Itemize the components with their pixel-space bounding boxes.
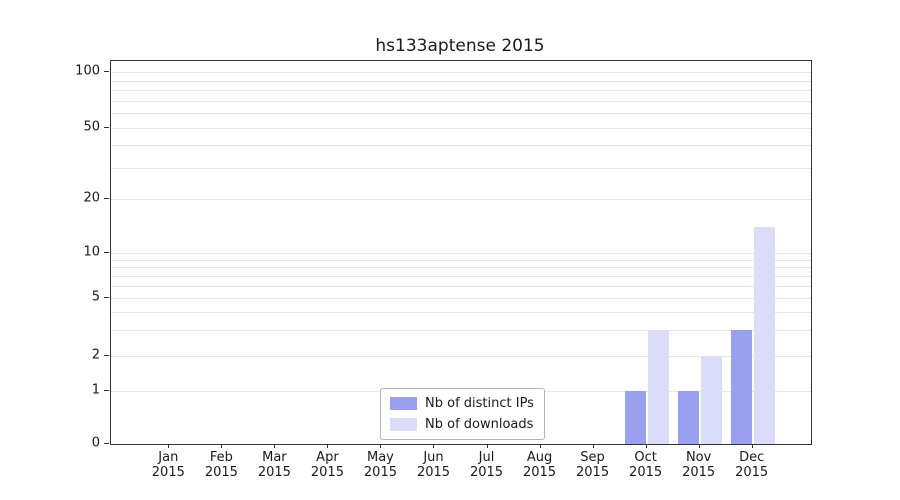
year-label: 2015 xyxy=(576,465,610,480)
x-tick-mark xyxy=(168,444,170,448)
gridline xyxy=(111,72,811,73)
x-tick-label-nov: Nov 2015 xyxy=(669,450,729,480)
legend-swatch xyxy=(390,397,417,410)
legend-label: Nb of downloads xyxy=(425,417,534,432)
gridline xyxy=(111,113,811,115)
y-tick-label: 0 xyxy=(91,435,100,451)
gridline xyxy=(111,298,811,299)
year-label: 2015 xyxy=(629,465,663,480)
bar-downloads-oct xyxy=(647,330,669,444)
month-label: Nov xyxy=(685,450,712,465)
gridline xyxy=(111,167,811,169)
gridline xyxy=(111,330,811,332)
y-tick-label: 10 xyxy=(83,244,100,260)
x-tick-label-sep: Sep 2015 xyxy=(563,450,623,480)
plot-area xyxy=(110,60,812,445)
year-label: 2015 xyxy=(151,465,185,480)
month-label: Aug xyxy=(526,450,553,465)
month-label: Jun xyxy=(423,450,444,465)
x-tick-mark xyxy=(592,444,594,448)
month-label: Sep xyxy=(580,450,605,465)
month-label: Feb xyxy=(209,450,233,465)
year-label: 2015 xyxy=(416,465,451,480)
gridline xyxy=(111,276,811,278)
y-tick-label: 100 xyxy=(75,63,100,79)
gridline xyxy=(111,253,811,254)
gridline xyxy=(111,80,811,82)
month-label: Apr xyxy=(316,450,339,465)
gridline xyxy=(111,128,811,129)
y-tick-mark xyxy=(104,198,109,199)
gridline xyxy=(111,90,811,92)
y-tick-mark xyxy=(104,355,109,356)
month-label: Mar xyxy=(262,450,287,465)
gridline xyxy=(111,145,811,147)
y-tick-mark xyxy=(104,71,109,72)
x-tick-label-dec: Dec 2015 xyxy=(722,450,782,480)
month-label: Dec xyxy=(739,450,765,465)
x-tick-mark xyxy=(327,444,329,448)
x-tick-mark xyxy=(698,444,700,448)
gridline xyxy=(111,199,811,200)
x-tick-label-jul: Jul 2015 xyxy=(457,450,517,480)
bar-downloads-nov xyxy=(700,356,722,444)
year-label: 2015 xyxy=(363,465,397,480)
year-label: 2015 xyxy=(522,465,557,480)
legend: Nb of distinct IPs Nb of downloads xyxy=(380,388,545,440)
year-label: 2015 xyxy=(735,465,769,480)
x-tick-mark xyxy=(380,444,382,448)
x-tick-mark xyxy=(221,444,223,448)
y-tick-label: 20 xyxy=(83,190,100,206)
bar-downloads-dec xyxy=(753,226,775,444)
x-tick-label-mar: Mar 2015 xyxy=(244,450,304,480)
legend-label: Nb of distinct IPs xyxy=(425,396,534,411)
month-label: Jan xyxy=(158,450,179,465)
gridline xyxy=(111,259,811,261)
month-label: Jul xyxy=(478,450,495,465)
x-tick-label-oct: Oct 2015 xyxy=(616,450,676,480)
y-tick-label: 5 xyxy=(91,289,100,305)
gridline xyxy=(111,286,811,288)
bar-distinct-ips-nov xyxy=(677,391,699,444)
x-tick-mark xyxy=(645,444,647,448)
month-label: May xyxy=(367,450,394,465)
year-label: 2015 xyxy=(257,465,291,480)
x-tick-label-may: May 2015 xyxy=(350,450,410,480)
x-tick-label-feb: Feb 2015 xyxy=(191,450,251,480)
y-tick-mark xyxy=(104,127,109,128)
y-tick-mark xyxy=(104,252,109,253)
year-label: 2015 xyxy=(204,465,238,480)
bar-distinct-ips-dec xyxy=(730,330,752,444)
y-tick-label: 2 xyxy=(91,347,100,363)
gridline xyxy=(111,312,811,314)
x-tick-label-jan: Jan 2015 xyxy=(138,450,198,480)
x-tick-label-jun: Jun 2015 xyxy=(403,450,463,480)
y-tick-mark xyxy=(104,443,109,444)
y-tick-label: 50 xyxy=(83,119,100,135)
x-tick-mark xyxy=(751,444,753,448)
year-label: 2015 xyxy=(310,465,344,480)
year-label: 2015 xyxy=(682,465,716,480)
legend-swatch xyxy=(390,418,417,431)
x-tick-label-apr: Apr 2015 xyxy=(297,450,357,480)
legend-item-downloads: Nb of downloads xyxy=(390,417,534,432)
year-label: 2015 xyxy=(469,465,504,480)
y-tick-label: 1 xyxy=(91,382,100,398)
bar-distinct-ips-oct xyxy=(624,391,646,444)
x-tick-mark xyxy=(486,444,488,448)
month-label: Oct xyxy=(634,450,657,465)
gridline xyxy=(111,356,811,357)
y-tick-mark xyxy=(104,390,109,391)
x-tick-mark xyxy=(539,444,541,448)
x-tick-mark xyxy=(433,444,435,448)
y-tick-mark xyxy=(104,297,109,298)
x-tick-mark xyxy=(274,444,276,448)
x-tick-label-aug: Aug 2015 xyxy=(510,450,570,480)
gridline xyxy=(111,267,811,269)
gridline xyxy=(111,100,811,102)
legend-item-distinct-ips: Nb of distinct IPs xyxy=(390,396,534,411)
chart-title: hs133aptense 2015 xyxy=(375,36,545,56)
